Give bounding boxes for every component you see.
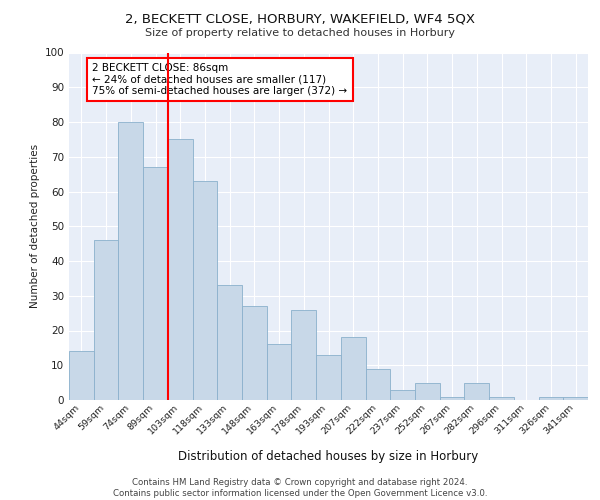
Bar xyxy=(365,368,390,400)
Bar xyxy=(94,240,118,400)
Bar xyxy=(415,382,440,400)
Bar xyxy=(193,181,217,400)
Bar xyxy=(292,310,316,400)
Bar xyxy=(143,167,168,400)
Bar xyxy=(168,140,193,400)
Text: 2 BECKETT CLOSE: 86sqm
← 24% of detached houses are smaller (117)
75% of semi-de: 2 BECKETT CLOSE: 86sqm ← 24% of detached… xyxy=(92,63,347,96)
Text: Size of property relative to detached houses in Horbury: Size of property relative to detached ho… xyxy=(145,28,455,38)
Bar xyxy=(489,396,514,400)
Bar xyxy=(242,306,267,400)
Bar xyxy=(440,396,464,400)
Bar xyxy=(563,396,588,400)
Bar xyxy=(217,286,242,400)
Bar xyxy=(69,352,94,400)
Text: Contains HM Land Registry data © Crown copyright and database right 2024.
Contai: Contains HM Land Registry data © Crown c… xyxy=(113,478,487,498)
Text: 2, BECKETT CLOSE, HORBURY, WAKEFIELD, WF4 5QX: 2, BECKETT CLOSE, HORBURY, WAKEFIELD, WF… xyxy=(125,12,475,26)
X-axis label: Distribution of detached houses by size in Horbury: Distribution of detached houses by size … xyxy=(178,450,479,464)
Bar xyxy=(464,382,489,400)
Bar xyxy=(341,338,365,400)
Y-axis label: Number of detached properties: Number of detached properties xyxy=(31,144,40,308)
Bar xyxy=(316,355,341,400)
Bar xyxy=(267,344,292,400)
Bar xyxy=(390,390,415,400)
Bar xyxy=(539,396,563,400)
Bar xyxy=(118,122,143,400)
